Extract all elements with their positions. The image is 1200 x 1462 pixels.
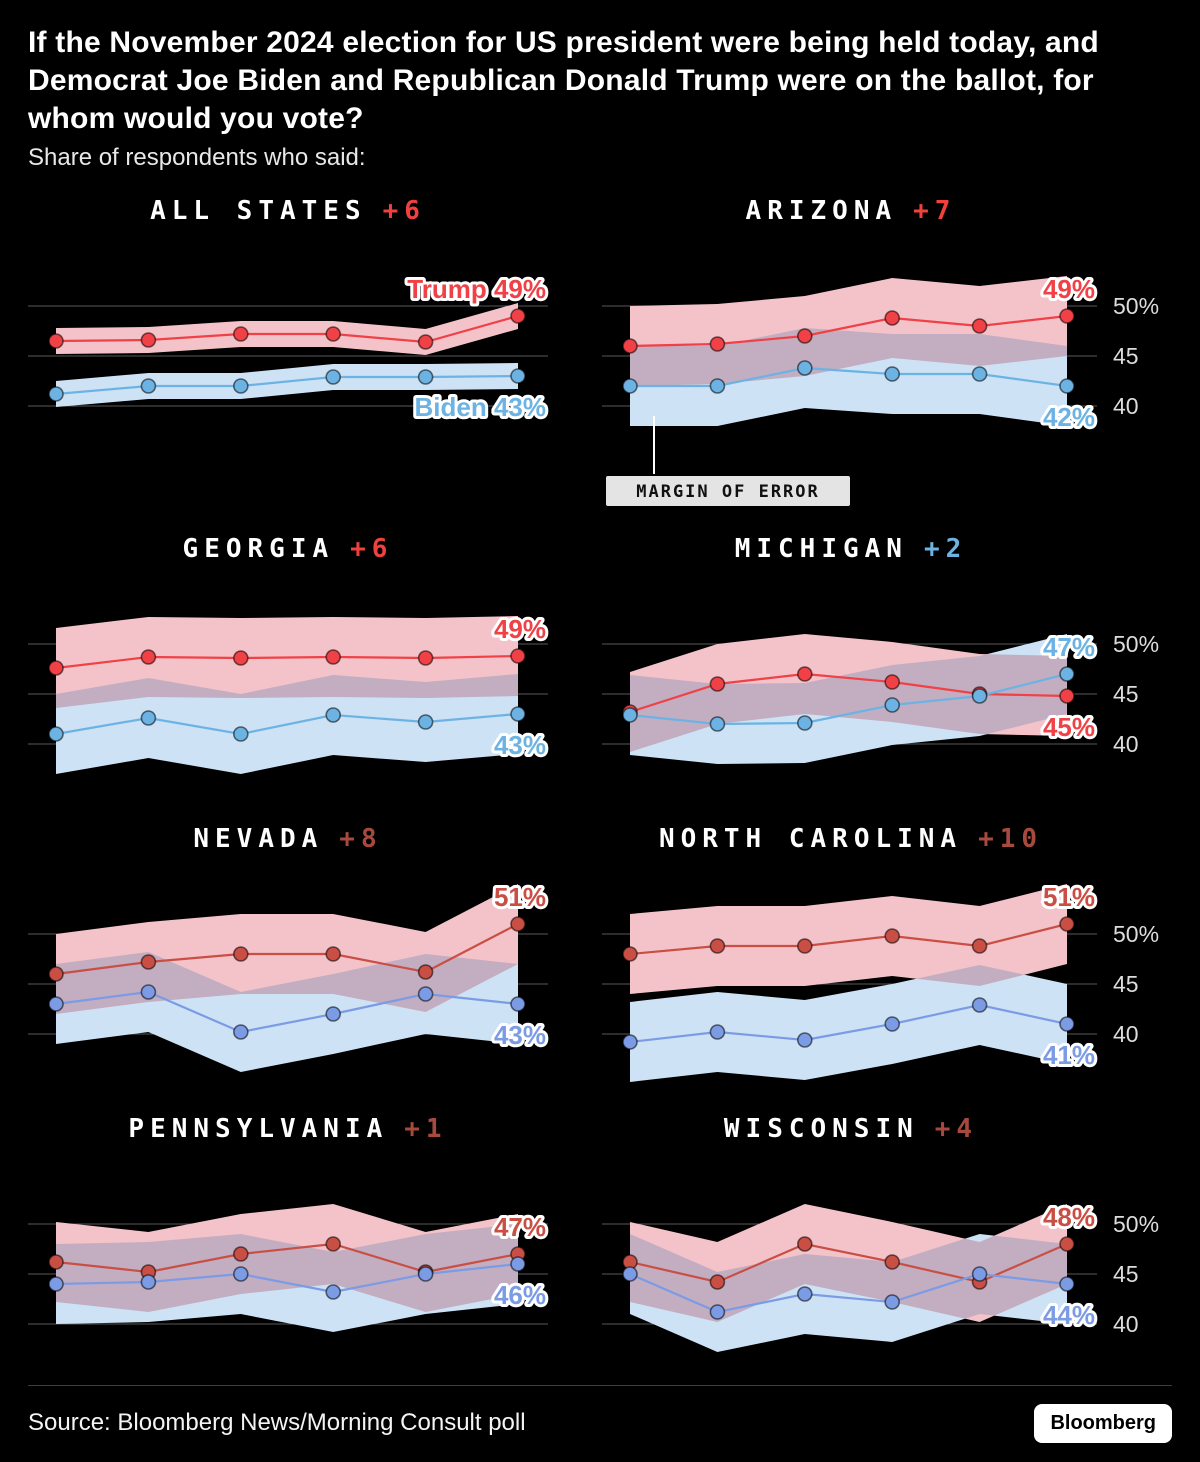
panel-north-carolina: NORTH CAROLINA +10 51% 41% 50% 45 40 [602,824,1172,1096]
svg-text:43%: 43% [494,730,546,760]
chart-row-4: PENNSYLVANIA +1 47% 46% WISCONSIN +4 48% 44%… [28,1114,1172,1386]
panel-michigan: MICHIGAN +2 47% 45% 50% 45 40 [602,534,1172,806]
panel-title: GEORGIA +6 [28,534,548,568]
lead-badge: +8 [339,824,383,855]
chart-row-2: GEORGIA +6 49% 43% MICHIGAN +2 47% 45% 50% 45 4… [28,534,1172,806]
state-label: MICHIGAN [734,534,908,565]
svg-text:42%: 42% [1043,402,1095,432]
lead-badge: +6 [350,534,394,565]
poll-chart-michigan: 47% 45% 50% 45 40 [602,629,1159,765]
lead-badge: +1 [404,1114,448,1145]
svg-text:45: 45 [1113,971,1139,997]
poll-chart-arizona: 49% 42% 50% 45 40 MARGIN OF ERROR [602,271,1159,507]
lead-badge: +6 [382,196,426,227]
panel-title: WISCONSIN +4 [602,1114,1172,1148]
svg-text:45: 45 [1113,1261,1139,1287]
bloomberg-logo: Bloomberg [1034,1403,1172,1443]
panel-title: NEVADA +8 [28,824,548,858]
panel-title: ALL STATES +6 [28,196,548,230]
svg-text:47%: 47% [494,1212,546,1242]
lead-badge: +2 [923,534,968,565]
svg-text:47%: 47% [1043,632,1095,662]
chart-row-3: NEVADA +8 51% 43% NORTH CAROLINA +10 51% 41%… [28,824,1172,1096]
poll-chart-pennsylvania: 47% 46% [28,1204,549,1333]
poll-chart-north-carolina: 51% 41% 50% 45 40 [602,879,1159,1083]
state-label: NEVADA [193,824,324,855]
svg-text:43%: 43% [494,1020,546,1050]
panel-all-states: ALL STATES +6 Trump 49% Biden 43% [28,196,549,468]
svg-text:40: 40 [1113,1021,1139,1047]
svg-text:Trump 49%: Trump 49% [407,274,546,304]
svg-text:Biden 43%: Biden 43% [415,392,547,422]
page-title: If the November 2024 election for US pre… [28,26,1099,136]
lead-badge: +7 [913,196,957,227]
poll-chart-georgia: 49% 43% [28,611,549,775]
poll-chart-wisconsin: 48% 44% 50% 45 40 [602,1199,1159,1353]
panel-arizona: ARIZONA +7 49% 42% 50% 45 40 MARGIN OF ERROR [602,196,1172,528]
panel-title: MICHIGAN +2 [602,534,1172,568]
lead-badge: +4 [934,1114,979,1145]
state-label: ARIZONA [745,196,898,227]
state-label: NORTH CAROLINA [658,824,963,855]
svg-text:51%: 51% [494,882,546,912]
charts-grid: ALL STATES +6 Trump 49% Biden 43% ARIZONA +… [28,196,1172,1386]
svg-text:49%: 49% [494,614,546,644]
svg-text:40: 40 [1113,393,1139,419]
state-label: WISCONSIN [723,1114,919,1145]
svg-text:50%: 50% [1113,631,1159,657]
panel-title: NORTH CAROLINA +10 [602,824,1172,858]
svg-text:50%: 50% [1113,293,1159,319]
panel-nevada: NEVADA +8 51% 43% [28,824,549,1096]
page-subtitle: Share of respondents who said: [28,144,366,172]
svg-text:46%: 46% [494,1280,546,1310]
panel-pennsylvania: PENNSYLVANIA +1 47% 46% [28,1114,549,1386]
chart-row-1: ALL STATES +6 Trump 49% Biden 43% ARIZONA +… [28,196,1172,528]
panel-wisconsin: WISCONSIN +4 48% 44% 50% 45 40 [602,1114,1172,1386]
svg-text:45: 45 [1113,681,1139,707]
svg-text:45%: 45% [1043,712,1095,742]
panel-title: PENNSYLVANIA +1 [28,1114,548,1148]
source-note: Source: Bloomberg News/Morning Consult p… [28,1409,526,1436]
svg-text:50%: 50% [1113,1211,1159,1237]
state-label: PENNSYLVANIA [128,1114,389,1145]
lead-badge: +10 [978,824,1044,855]
poll-chart-all-states: Trump 49% Biden 43% [28,271,549,425]
svg-text:49%: 49% [1043,274,1095,304]
svg-text:48%: 48% [1043,1202,1095,1232]
poll-chart-nevada: 51% 43% [28,879,549,1073]
state-label: GEORGIA [182,534,335,565]
svg-text:44%: 44% [1043,1300,1095,1330]
svg-text:41%: 41% [1043,1040,1095,1070]
svg-text:51%: 51% [1043,882,1095,912]
state-label: ALL STATES [150,196,367,227]
panel-georgia: GEORGIA +6 49% 43% [28,534,549,806]
svg-text:50%: 50% [1113,921,1159,947]
svg-text:45: 45 [1113,343,1139,369]
svg-text:MARGIN OF ERROR: MARGIN OF ERROR [636,482,820,502]
svg-text:40: 40 [1113,1311,1139,1337]
footer: Source: Bloomberg News/Morning Consult p… [28,1385,1172,1448]
svg-text:40: 40 [1113,731,1139,757]
header: If the November 2024 election for US pre… [28,24,1172,172]
panel-title: ARIZONA +7 [602,196,1172,230]
